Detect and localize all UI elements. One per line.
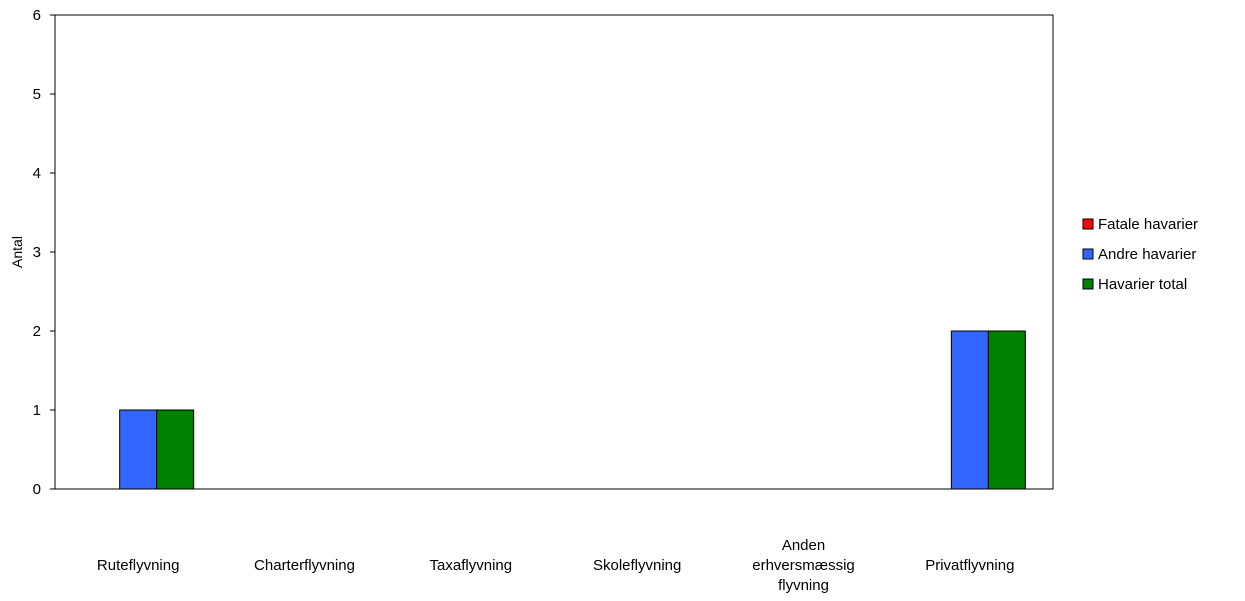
y-tick-label: 6 <box>33 7 41 24</box>
plot-area <box>54 14 1054 490</box>
legend-label: Havarier total <box>1098 276 1187 293</box>
y-tick-label: 5 <box>33 86 41 103</box>
y-tick-label: 1 <box>33 402 41 419</box>
legend-swatch <box>1082 278 1094 290</box>
x-category-label: Skoleflyvning <box>593 557 681 574</box>
legend-swatch <box>1082 218 1094 230</box>
legend-swatch <box>1082 248 1094 260</box>
y-axis: 0 1 2 3 4 5 6 <box>33 7 55 498</box>
bars <box>119 330 1026 490</box>
x-category-label: Charterflyvning <box>254 557 355 574</box>
plot-frame <box>54 14 1054 490</box>
x-category-label: Taxaflyvning <box>430 557 513 574</box>
y-axis-title: Antal <box>9 236 25 268</box>
x-category-label: Privatflyvning <box>925 557 1014 574</box>
bar <box>950 330 989 490</box>
y-tick-label: 0 <box>33 481 41 498</box>
legend: Fatale havarier Andre havarier Havarier to… <box>1082 216 1198 293</box>
y-tick-label: 3 <box>33 244 41 261</box>
x-category-label: Ruteflyvning <box>97 557 180 574</box>
y-tick-label: 2 <box>33 323 41 340</box>
bar <box>987 330 1026 490</box>
bar <box>119 409 158 490</box>
x-axis: Ruteflyvning Charterflyvning Taxaflyvning S… <box>97 537 1015 594</box>
y-tick-label: 4 <box>33 165 41 182</box>
legend-label: Andre havarier <box>1098 246 1196 263</box>
bar <box>156 409 195 490</box>
x-category-label: Anden erhversmæssig flyvning <box>752 537 855 594</box>
legend-label: Fatale havarier <box>1098 216 1198 233</box>
